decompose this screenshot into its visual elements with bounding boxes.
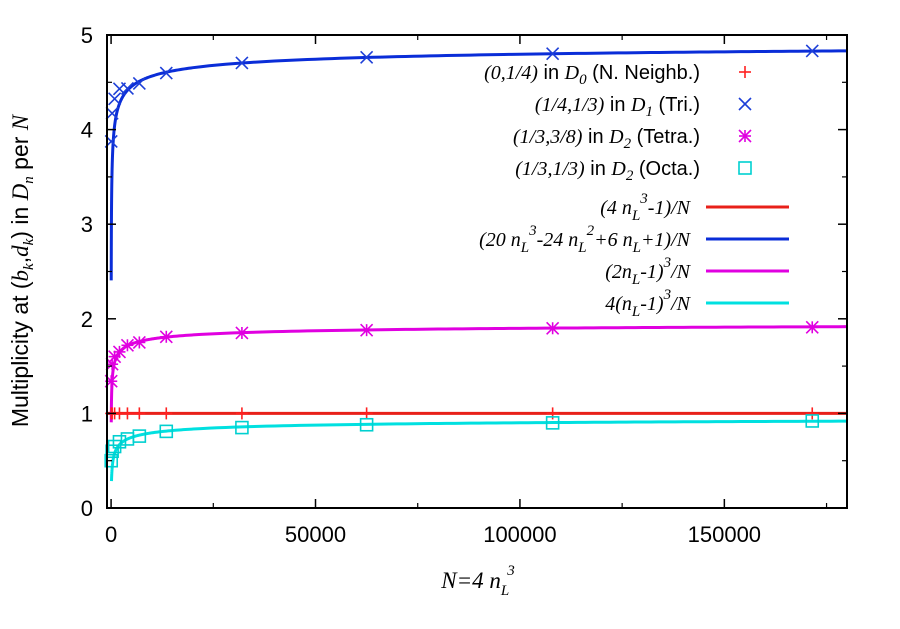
legend-marker-m3 bbox=[738, 161, 752, 175]
legend-marker-m0 bbox=[739, 66, 751, 78]
marker-m1 bbox=[105, 106, 119, 120]
marker-m1-stroke bbox=[132, 76, 146, 91]
marker-m2 bbox=[546, 321, 560, 335]
legend-label-constant-curve: (4 nL3-1)/N bbox=[600, 191, 691, 224]
curves bbox=[107, 49, 847, 482]
legend: (0,1/4) in D0 (N. Neighb.) (1/4,1/3) in … bbox=[479, 62, 789, 320]
legend-label-triangular: (1/4,1/3) in D1 (Tri.) bbox=[535, 94, 700, 120]
marker-m3-box bbox=[132, 429, 147, 443]
marker-m3-box bbox=[805, 414, 820, 428]
curve-c3 bbox=[110, 419, 847, 482]
marker-m3-box bbox=[159, 424, 174, 439]
curve-c1 bbox=[109, 49, 847, 281]
marker-m1 bbox=[132, 76, 146, 91]
marker-m3 bbox=[159, 424, 174, 439]
marker-m1 bbox=[805, 44, 819, 58]
marker-m1 bbox=[120, 81, 135, 96]
marker-m2 bbox=[105, 357, 119, 371]
marker-m0 bbox=[121, 407, 134, 420]
marker-m3 bbox=[132, 429, 147, 443]
legend-label-octahedral: (1/3,1/3) in D2 (Octa.) bbox=[515, 158, 700, 184]
marker-m0 bbox=[235, 407, 248, 420]
marker-m2 bbox=[805, 320, 819, 334]
marker-m2 bbox=[120, 338, 135, 352]
marker-m3-box bbox=[235, 420, 249, 435]
marker-m1-stroke bbox=[360, 50, 374, 64]
marker-m1-stroke bbox=[120, 81, 135, 96]
marker-m0 bbox=[806, 407, 819, 420]
marker-m2 bbox=[112, 345, 127, 359]
marker-m2 bbox=[132, 335, 146, 350]
marker-m3 bbox=[235, 420, 249, 435]
legend-marker-m2 bbox=[738, 129, 752, 143]
marker-m1 bbox=[159, 66, 173, 80]
x-tick-label: 0 bbox=[105, 522, 117, 547]
marker-m3 bbox=[805, 414, 820, 428]
y-tick-label: 4 bbox=[81, 118, 93, 143]
curve-c2 bbox=[109, 325, 847, 423]
marker-m0 bbox=[360, 407, 373, 420]
legend-label-octahedral-curve: 4(nL-1)3/N bbox=[605, 287, 691, 320]
y-tick-label: 5 bbox=[81, 23, 93, 48]
marker-m1 bbox=[360, 50, 374, 64]
marker-m3-box bbox=[545, 416, 560, 430]
marker-m2 bbox=[159, 330, 173, 344]
marker-m3-box bbox=[359, 417, 374, 432]
marker-m3 bbox=[107, 439, 122, 454]
marker-m2 bbox=[360, 323, 374, 337]
axis-ticks: 0 50000 100000 150000 0 1 2 3 4 5 bbox=[81, 23, 847, 547]
legend-label-tetrahedral: (1/3,3/8) in D2 (Tetra.) bbox=[513, 126, 700, 152]
marker-m3-box bbox=[104, 453, 119, 468]
marker-m0 bbox=[160, 407, 173, 420]
marker-m1-stroke bbox=[108, 92, 122, 106]
marker-m3 bbox=[545, 416, 560, 430]
y-tick-label: 3 bbox=[81, 212, 93, 237]
legend-label-nearest-neighbor: (0,1/4) in D0 (N. Neighb.) bbox=[484, 62, 700, 88]
marker-m1-stroke bbox=[235, 56, 249, 70]
x-axis-title: N=4 nL3 bbox=[440, 563, 514, 599]
marker-m1-stroke bbox=[805, 44, 819, 58]
marker-m3 bbox=[112, 434, 127, 449]
legend-label-triangular-curve: (20 nL3-24 nL2+6 nL+1)/N bbox=[479, 223, 692, 256]
marker-m1 bbox=[108, 92, 122, 106]
x-tick-label: 150000 bbox=[688, 522, 761, 547]
marker-m1 bbox=[546, 47, 560, 61]
y-tick-label: 2 bbox=[81, 307, 93, 332]
marker-m0 bbox=[133, 407, 146, 420]
marker-m2 bbox=[235, 326, 249, 340]
marker-m1-stroke bbox=[105, 106, 119, 120]
marker-m3-box bbox=[107, 439, 122, 454]
marker-m1-stroke bbox=[159, 66, 173, 80]
x-tick-label: 50000 bbox=[285, 522, 346, 547]
y-tick-label: 0 bbox=[81, 496, 93, 521]
marker-m3-box bbox=[112, 434, 127, 449]
marker-m1-stroke bbox=[546, 47, 560, 61]
x-tick-label: 100000 bbox=[483, 522, 556, 547]
y-axis-title: Multiplicity at (bk,dk) in Dn per N bbox=[7, 113, 37, 427]
legend-label-tetrahedral-curve: (2nL-1)3/N bbox=[605, 255, 691, 288]
marker-m3 bbox=[359, 417, 374, 432]
legend-marker-m3-box bbox=[738, 161, 752, 175]
marker-m1 bbox=[235, 56, 249, 70]
legend-marker-m1 bbox=[738, 97, 752, 111]
y-tick-label: 1 bbox=[81, 401, 93, 426]
legend-samples bbox=[706, 66, 789, 305]
marker-m3 bbox=[104, 453, 119, 468]
legend-marker-m1-stroke bbox=[738, 97, 752, 111]
markers bbox=[104, 44, 820, 468]
